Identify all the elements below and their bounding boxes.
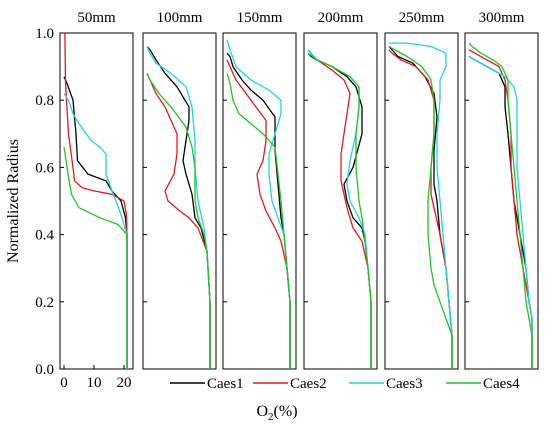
y-tick-label: 0.6 [35,160,54,176]
series-line-caes1 [63,76,128,369]
series-line-caes3 [468,55,533,369]
legend: Caes1 Caes2 Caes3 Caes4 [170,376,520,392]
panel-frame [303,32,378,370]
series-line-caes4 [226,73,291,369]
y-tick-label: 0.4 [35,228,54,244]
y-axis-label: Normalized Radius [5,139,22,263]
series-line-caes1 [307,52,372,369]
panel-3: 150mm [222,10,297,370]
panel-4: 200mm [303,10,378,370]
panel-title: 250mm [399,10,445,26]
panel-frame [464,32,539,370]
y-tick-label: 0.0 [35,362,54,378]
x-axis-label-subscript: 2 [268,411,274,423]
chart-panels: 50mm 0 10 20 100mm 150mm 200mm 250mm 300mm [59,10,539,391]
series-line-caes4 [146,73,211,369]
series-line-caes2 [307,49,372,369]
panel-frame [222,32,297,370]
panel-frame [142,32,217,370]
panel-title: 200mm [318,10,364,26]
series-line-caes2 [226,59,291,369]
series-line-caes2 [64,32,128,369]
legend-label-caes3: Caes3 [386,376,423,392]
x-axis-label-main: O [256,403,268,420]
series-line-caes4 [388,45,453,369]
legend-label-caes4: Caes4 [483,376,520,392]
x-tick-label: 10 [87,375,102,391]
series-line-caes3 [226,39,291,369]
x-axis-label-tail: (%) [274,403,298,420]
series-line-caes3 [307,49,372,369]
panel-6: 300mm [464,10,539,370]
x-tick-label: 0 [60,375,68,391]
legend-label-caes1: Caes1 [207,376,244,392]
panel-2: 100mm [142,10,217,370]
series-line-caes4 [307,52,372,369]
panel-frame [384,32,459,370]
panel-title: 50mm [77,10,116,26]
series-line-caes3 [389,42,453,369]
series-line-caes1 [388,45,453,369]
panel-title: 300mm [479,10,525,26]
panel-5: 250mm [384,10,459,370]
x-axis-label: O2(%) [256,403,297,423]
panel-frame [59,32,134,370]
y-tick-label: 0.8 [35,93,54,109]
panel-title: 150mm [237,10,283,26]
series-line-caes2 [388,49,453,369]
y-tick-label: 0.2 [35,295,54,311]
x-tick-label: 20 [117,375,132,391]
y-axis-ticks: 0.0 0.2 0.4 0.6 0.8 1.0 [35,26,54,378]
series-line-caes1 [468,55,533,369]
series-line-caes4 [63,147,128,369]
panel-1: 50mm 0 10 20 [59,10,134,391]
series-line-caes2 [468,49,533,369]
panel-title: 100mm [157,10,203,26]
series-line-caes4 [468,42,533,369]
y-tick-label: 1.0 [35,26,54,42]
series-line-caes3 [63,93,128,369]
series-line-caes2 [146,73,211,369]
legend-label-caes2: Caes2 [290,376,327,392]
